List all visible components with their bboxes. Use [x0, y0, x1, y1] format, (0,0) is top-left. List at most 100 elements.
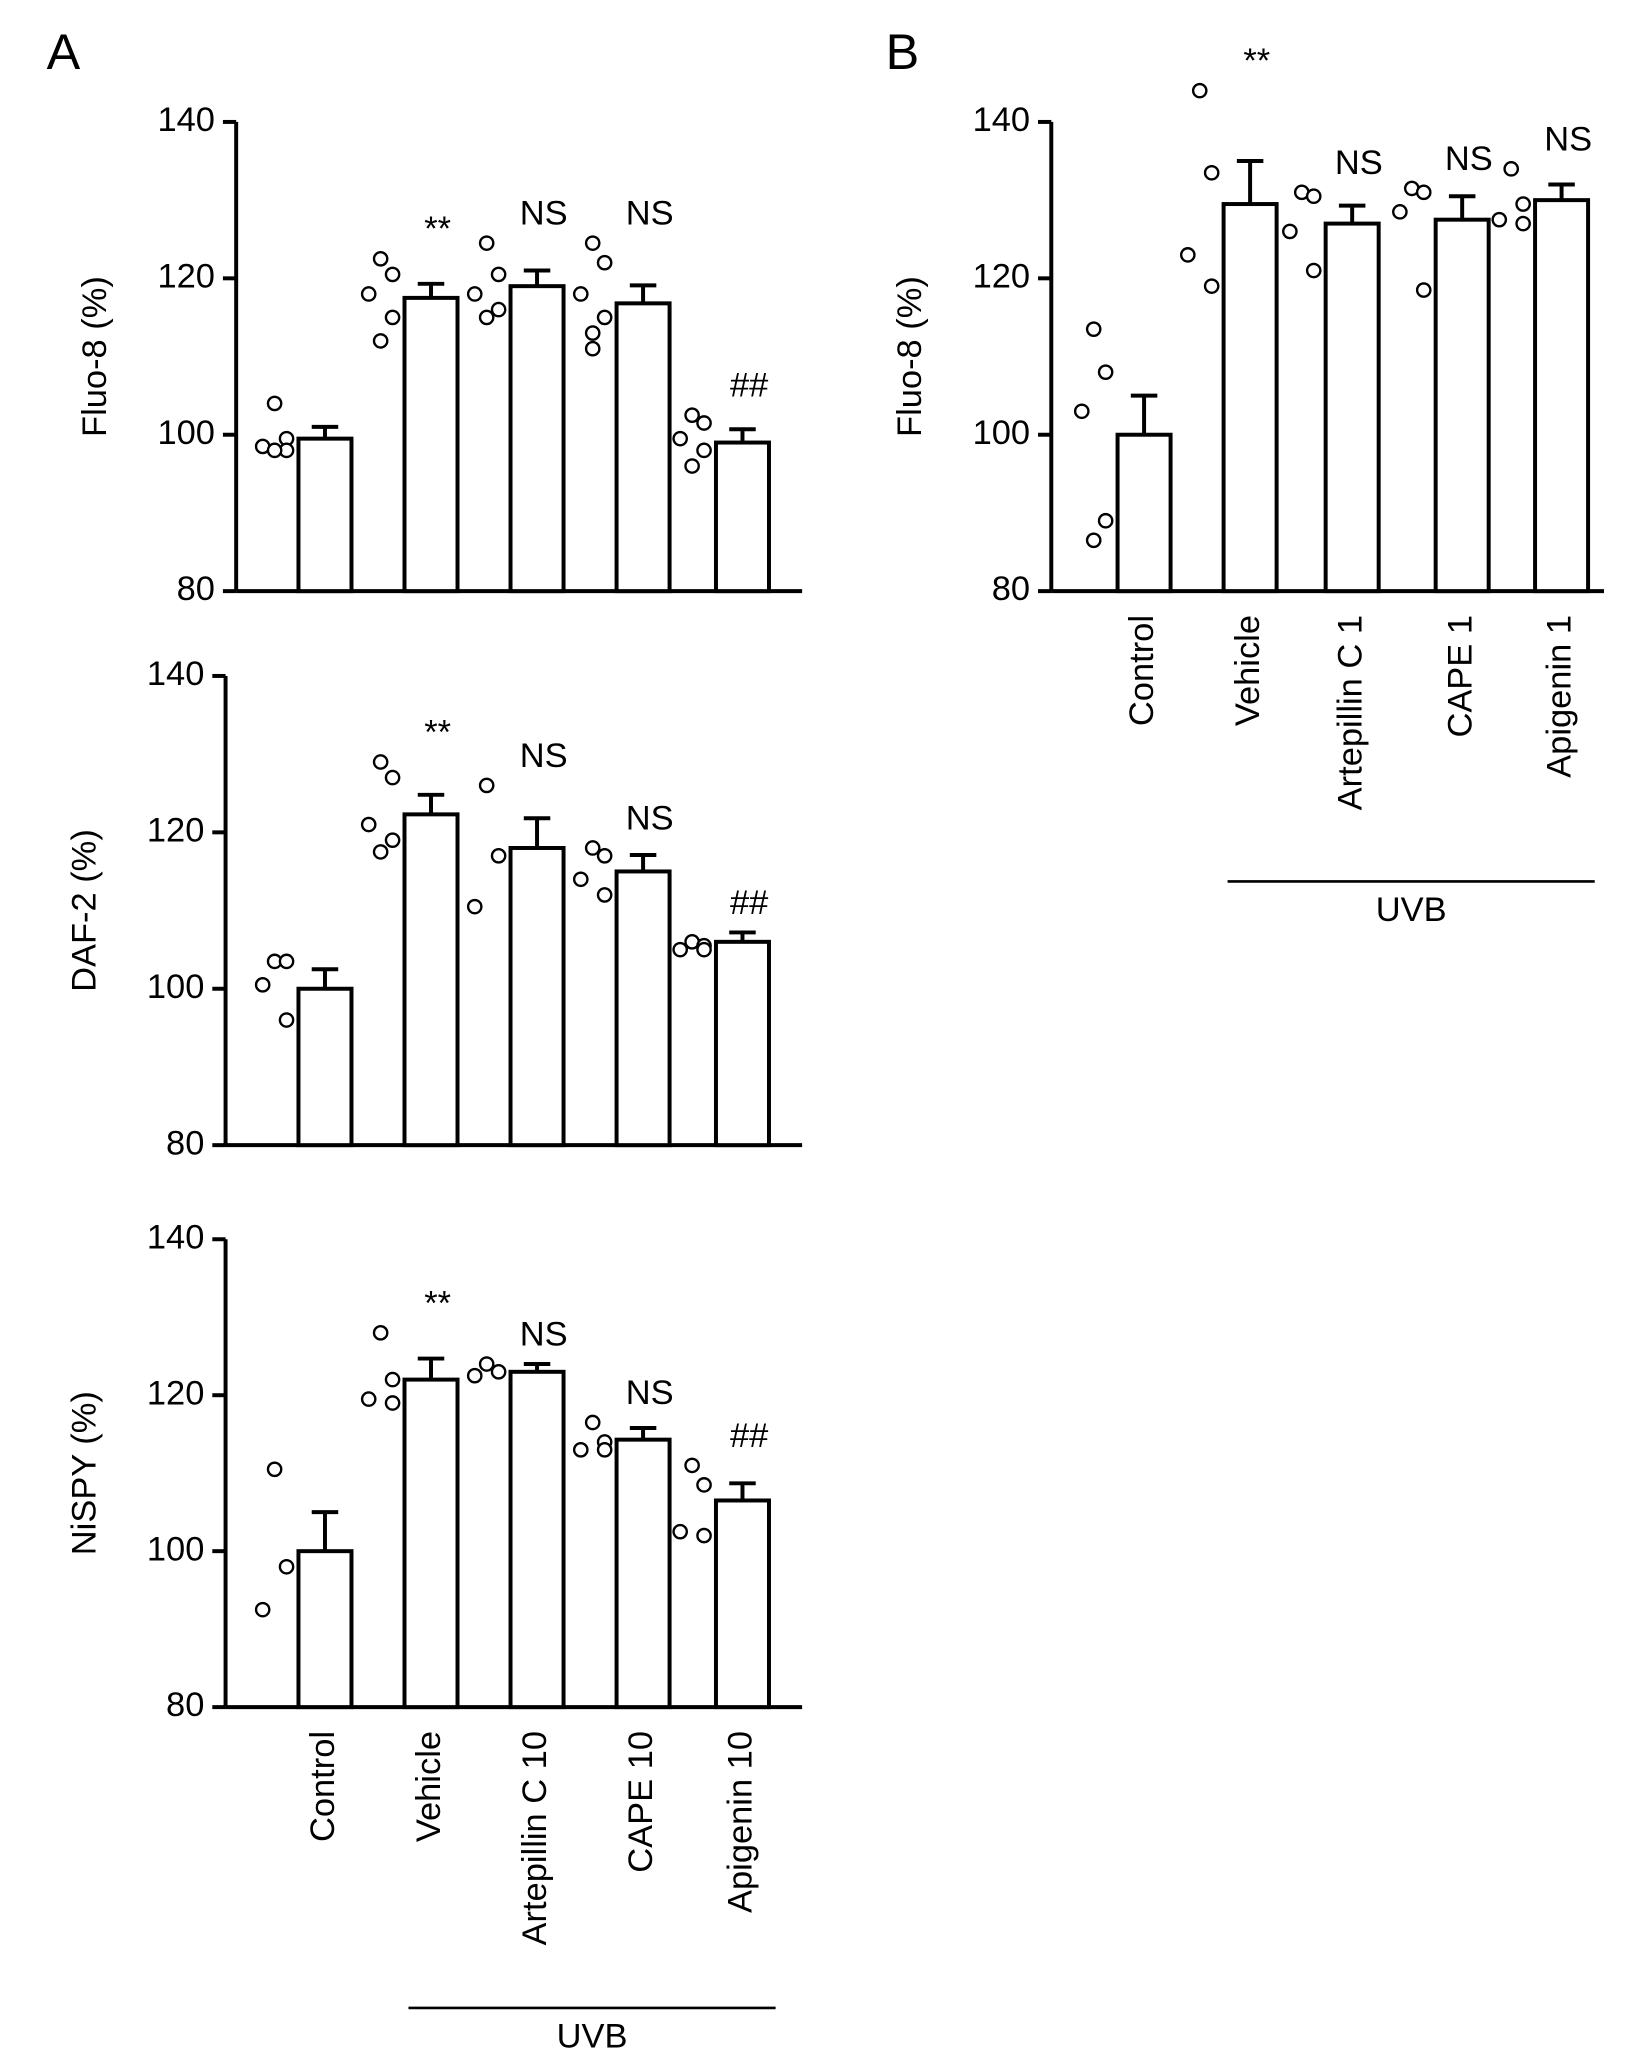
y-tick-label: 120: [147, 1374, 204, 1412]
y-tick-label: 140: [147, 655, 204, 693]
data-point: [360, 286, 377, 302]
data-point: [1415, 184, 1432, 201]
y-tick-label: 100: [147, 1530, 204, 1568]
data-point: [584, 840, 601, 856]
y-axis-label: Fluo-8 (%): [76, 276, 114, 437]
data-point: [278, 953, 295, 970]
data-point: [360, 1391, 377, 1407]
bar: [402, 812, 460, 1148]
data-point: [672, 1523, 689, 1540]
bar: [508, 284, 566, 594]
significance-label: NS: [1544, 120, 1592, 158]
bar: [1533, 198, 1591, 594]
data-point: [478, 309, 495, 326]
data-point: [1515, 215, 1531, 232]
data-point: [1515, 196, 1531, 212]
x-tick-label: Apigenin 1: [1541, 615, 1579, 778]
y-tick-label: 100: [147, 968, 204, 1006]
bar: [508, 846, 566, 1148]
data-point: [490, 1363, 507, 1380]
data-point: [584, 1414, 601, 1431]
data-point: [466, 1367, 483, 1384]
x-tick-label: CAPE 1: [1441, 615, 1479, 738]
significance-label: NS: [1335, 144, 1383, 182]
data-point: [266, 1461, 283, 1478]
data-point: [696, 941, 712, 958]
data-point: [372, 333, 389, 349]
x-tick-label: Artepillin C 1: [1331, 615, 1369, 810]
data-point: [384, 266, 401, 283]
data-point: [1491, 211, 1508, 228]
data-point: [360, 816, 377, 833]
y-tick-label: 140: [157, 101, 214, 139]
significance-label: **: [424, 1284, 451, 1322]
data-point: [254, 1601, 271, 1618]
data-point: [572, 286, 589, 302]
data-point: [696, 442, 712, 459]
bar: [713, 440, 771, 594]
data-point: [384, 1371, 401, 1388]
significance-label: NS: [626, 799, 674, 837]
y-tick-label: 120: [157, 257, 214, 295]
data-point: [572, 871, 589, 888]
panel-label: B: [886, 23, 920, 80]
x-tick-label: Control: [304, 1731, 342, 1842]
bar: [402, 295, 460, 594]
data-point: [278, 1558, 295, 1575]
data-point: [478, 777, 495, 794]
significance-label: **: [1243, 42, 1270, 80]
data-point: [1073, 403, 1090, 420]
y-tick-label: 100: [157, 414, 214, 452]
y-tick-label: 120: [147, 811, 204, 849]
data-point: [596, 887, 613, 903]
data-point: [672, 430, 689, 447]
y-tick-label: 80: [166, 1124, 204, 1162]
y-tick-label: 120: [973, 257, 1030, 295]
data-point: [490, 301, 507, 318]
data-point: [384, 309, 401, 326]
data-point: [490, 266, 507, 283]
data-point: [1282, 223, 1298, 240]
x-tick-label: Vehicle: [410, 1731, 448, 1842]
y-axis-label: Fluo-8 (%): [891, 276, 929, 437]
data-point: [596, 309, 613, 326]
panel-label: A: [47, 23, 81, 80]
bar: [713, 1498, 771, 1710]
data-point: [466, 898, 483, 915]
data-point: [572, 1441, 589, 1458]
y-tick-label: 80: [992, 570, 1030, 608]
bar: [508, 1369, 566, 1710]
x-tick-label: Apigenin 10: [722, 1731, 760, 1913]
data-point: [1097, 364, 1114, 380]
significance-label: NS: [626, 195, 674, 233]
data-point: [584, 340, 601, 357]
data-point: [384, 769, 401, 786]
significance-label: **: [424, 713, 451, 751]
x-tick-label: Vehicle: [1229, 615, 1267, 726]
group-label: UVB: [1376, 891, 1447, 929]
group-label: UVB: [557, 2018, 628, 2056]
bar: [296, 986, 354, 1148]
significance-label: NS: [520, 195, 568, 233]
data-point: [1179, 247, 1196, 263]
data-point: [584, 235, 601, 251]
data-point: [1191, 82, 1208, 99]
data-point: [372, 754, 389, 770]
data-point: [266, 395, 283, 412]
data-point: [696, 415, 712, 431]
data-point: [478, 1356, 495, 1372]
x-tick-label: CAPE 10: [622, 1731, 660, 1873]
bar: [614, 869, 672, 1148]
bar: [1323, 221, 1381, 594]
bar: [614, 301, 672, 594]
significance-label: ##: [730, 884, 768, 922]
data-point: [1503, 161, 1520, 177]
bar: [402, 1377, 460, 1710]
data-point: [372, 1325, 389, 1341]
x-tick-label: Artepillin C 10: [516, 1731, 554, 1945]
bar: [1433, 217, 1491, 594]
significance-label: NS: [1445, 140, 1493, 178]
data-point: [466, 286, 483, 302]
data-point: [696, 1477, 712, 1493]
y-tick-label: 80: [177, 570, 215, 608]
